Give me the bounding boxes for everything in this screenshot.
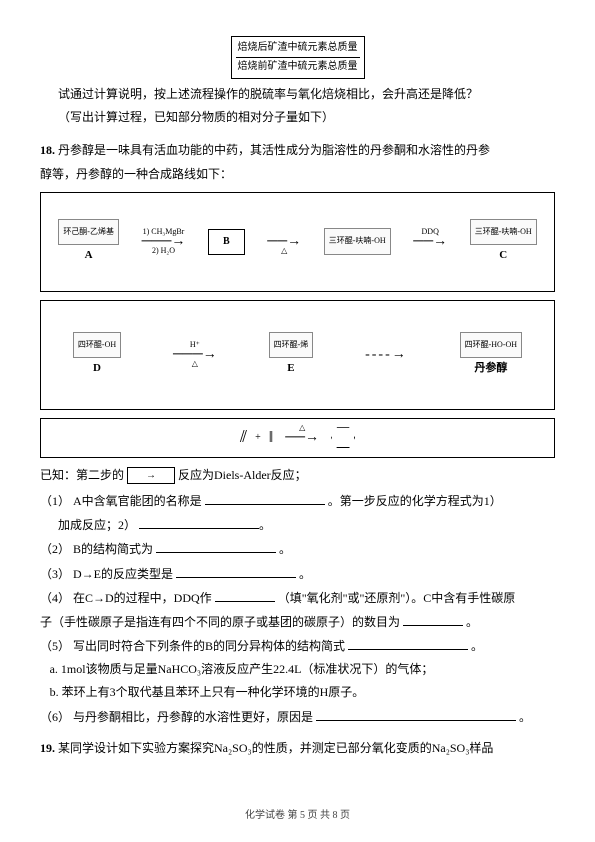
sub4-mid: （填"氧化剂"或"还原剂"）。C中含有手性碳原: [278, 591, 516, 605]
cyclohexene-icon: [331, 427, 355, 448]
scheme-row3: ⫽ + ‖ △ ──→: [40, 418, 555, 458]
page-footer: 化学试卷 第 5 页 共 8 页: [0, 808, 595, 824]
arrow-D-E-bot: △: [192, 358, 198, 371]
mol-D-label: D: [93, 360, 101, 378]
mol-B-box: B: [208, 229, 245, 255]
known-suffix: 反应为Diels-Alder反应；: [178, 468, 307, 482]
scheme-row1: 环己酮-乙烯基 A 1) CH₃MgBr ───→ 2) H₂O B ──→ △…: [40, 192, 555, 292]
mol-mid: 三环醌-呋喃-OH: [324, 228, 391, 255]
para-instruction: 试通过计算说明，按上述流程操作的脱硫率与氧化焙烧相比，会升高还是降低？: [40, 85, 555, 104]
sub5-cond-a: a. 1mol该物质与足量NaHCO₃溶液反应产生22.4L（标准状况下）的气体…: [40, 660, 555, 679]
diene: ⫽: [240, 425, 247, 451]
mol-C: 三环醌-呋喃-OH: [470, 219, 537, 246]
sub6-label: （6）: [40, 710, 70, 724]
sub6-blank[interactable]: [316, 707, 516, 721]
arrow-A-B-bot: 2) H₂O: [152, 245, 175, 258]
arrow-E-P: ----→: [365, 344, 408, 366]
q19-label: 19.: [40, 741, 55, 755]
sub3-blank[interactable]: [176, 564, 296, 578]
mol-mid-group: 三环醌-呋喃-OH: [324, 228, 391, 255]
para-note: （写出计算过程，已知部分物质的相对分子量如下）: [40, 108, 555, 127]
sub3-text: D→E的反应类型是: [73, 567, 173, 581]
known-prefix: 已知：第二步的: [40, 468, 124, 482]
arrow-mid-C-top: DDQ: [422, 226, 439, 239]
sub6-text: 与丹参酮相比，丹参醇的水溶性更好，原因是: [73, 710, 313, 724]
mol-E-label: E: [287, 360, 294, 378]
mol-A-label: A: [85, 247, 93, 265]
mol-E: 四环醌-烯: [269, 332, 314, 359]
arrow-A-B-top: 1) CH₃MgBr: [143, 226, 185, 239]
arrow-DA-top: △: [299, 422, 305, 435]
sub4-blank2[interactable]: [403, 612, 463, 626]
sub1-blank2[interactable]: [139, 515, 259, 529]
mol-D-group: 四环醌-OH D: [73, 332, 121, 378]
sub5-cond-b: b. 苯环上有3个取代基且苯环上只有一种化学环境的H原子。: [40, 683, 555, 702]
sub1-tail2: 加成反应；2）: [58, 518, 136, 532]
known-arrow-box: →: [127, 468, 175, 484]
arrow-B-C-bot: △: [281, 245, 287, 258]
sub6-tail: 。: [519, 710, 531, 724]
mol-D: 四环醌-OH: [73, 332, 121, 359]
frac-numerator: 焙烧后矿渣中硫元素总质量: [236, 39, 360, 58]
mol-C-label: C: [499, 247, 507, 265]
mol-P-group: 四环醌-HO-OH 丹参醇: [460, 332, 522, 378]
sub1-label: （1）: [40, 494, 70, 508]
sub1-tail: 。第一步反应的化学方程式为1）: [328, 494, 502, 508]
sub5-blank[interactable]: [348, 636, 468, 650]
arrow-D-E: H⁺ ───→ △: [173, 344, 217, 366]
sub1-text: A中含氧官能团的名称是: [73, 494, 202, 508]
sub5-label: （5）: [40, 639, 70, 653]
sub3-tail: 。: [299, 567, 311, 581]
sub5-tail: 。: [471, 639, 483, 653]
mol-P-label: 丹参醇: [474, 360, 507, 378]
dienophile: ‖: [269, 425, 274, 451]
mol-C-group: 三环醌-呋喃-OH C: [470, 219, 537, 265]
sub2-blank[interactable]: [156, 539, 276, 553]
q18-label: 18.: [40, 143, 55, 157]
q18-intro: 丹参醇是一味具有活血功能的中药，其活性成分为脂溶性的丹参酮和水溶性的丹参: [58, 143, 490, 157]
sub4-label: （4）: [40, 591, 70, 605]
sub2-tail: 。: [279, 542, 291, 556]
arrow-B-C: ──→ △: [267, 231, 301, 253]
scheme-row2: 四环醌-OH D H⁺ ───→ △ 四环醌-烯 E ----→ 四环醌-HO-…: [40, 300, 555, 410]
sub1-blank1[interactable]: [205, 491, 325, 505]
arrow-D-E-top: H⁺: [190, 339, 200, 352]
sub5-text: 写出同时符合下列条件的B的同分异构体的结构简式: [73, 639, 345, 653]
q19-text: 某同学设计如下实验方案探究Na₂SO₃的性质，并测定已部分氧化变质的Na₂SO₃…: [58, 741, 493, 755]
mol-A-group: 环己酮-乙烯基 A: [58, 219, 119, 265]
sub2-text: B的结构简式为: [73, 542, 153, 556]
arrow-A-B: 1) CH₃MgBr ───→ 2) H₂O: [142, 231, 186, 253]
known-arrow: →: [127, 467, 175, 484]
plus: +: [255, 430, 261, 446]
sub4-tail: 。: [466, 615, 478, 629]
q18-line2: 醇等，丹参醇的一种合成路线如下：: [40, 165, 555, 184]
frac-denominator: 焙烧前矿渣中硫元素总质量: [236, 58, 360, 76]
sub3-label: （3）: [40, 567, 70, 581]
sub2-label: （2）: [40, 542, 70, 556]
sub4-line2: 子（手性碳原子是指连有四个不同的原子或基团的碳原子）的数目为: [40, 615, 400, 629]
mol-A: 环己酮-乙烯基: [58, 219, 119, 246]
sub4-blank1[interactable]: [215, 588, 275, 602]
sub4-text: 在C→D的过程中，DDQ作: [73, 591, 212, 605]
mol-P: 四环醌-HO-OH: [460, 332, 522, 359]
arrow-DA: △ ──→: [285, 427, 319, 449]
mol-E-group: 四环醌-烯 E: [269, 332, 314, 378]
arrow-mid-C: DDQ ──→: [413, 231, 447, 253]
formula-fraction: 焙烧后矿渣中硫元素总质量 焙烧前矿渣中硫元素总质量: [231, 36, 365, 79]
